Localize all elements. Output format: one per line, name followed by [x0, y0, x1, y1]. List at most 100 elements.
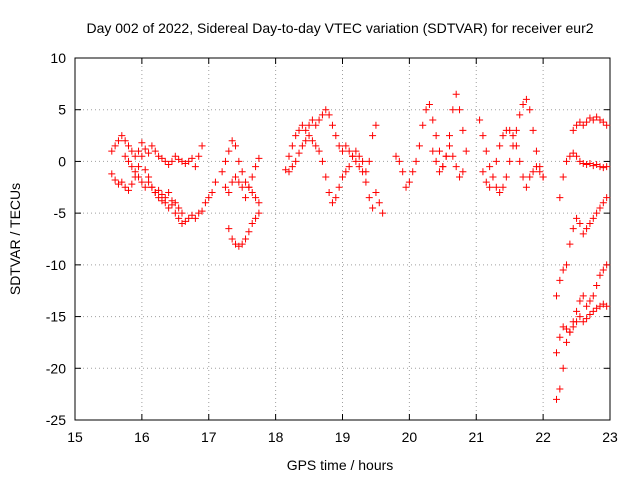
series-track-q: [553, 300, 611, 357]
data-point-marker: [596, 204, 604, 212]
data-point-marker: [235, 157, 243, 165]
x-tick-label: 21: [468, 429, 484, 445]
data-point-marker: [446, 142, 453, 150]
data-point-marker: [372, 188, 380, 196]
data-point-marker: [225, 225, 233, 233]
data-point-marker: [135, 173, 143, 181]
data-point-marker: [502, 173, 510, 181]
data-point-marker: [135, 147, 143, 155]
data-point-marker: [556, 276, 564, 284]
data-point-marker: [365, 157, 373, 165]
data-point-marker: [563, 157, 571, 165]
data-point-marker: [191, 163, 199, 171]
data-point-marker: [221, 183, 229, 191]
data-point-marker: [225, 188, 233, 196]
data-point-marker: [509, 132, 517, 140]
data-points: [108, 90, 611, 403]
data-point-marker: [506, 126, 514, 134]
data-point-marker: [339, 147, 346, 155]
data-point-marker: [195, 152, 203, 160]
data-point-marker: [305, 132, 313, 140]
data-point-marker: [512, 142, 520, 150]
data-point-marker: [603, 194, 611, 202]
y-tick-label: 10: [50, 50, 66, 66]
data-point-marker: [335, 142, 343, 150]
data-point-marker: [446, 132, 453, 140]
data-point-marker: [352, 157, 360, 165]
data-point-marker: [573, 307, 581, 315]
data-point-marker: [198, 142, 206, 150]
series-track-c: [121, 152, 186, 217]
data-point-marker: [288, 142, 296, 150]
data-point-marker: [242, 194, 250, 202]
data-point-marker: [516, 157, 524, 165]
data-point-marker: [165, 188, 173, 196]
data-point-marker: [121, 183, 129, 191]
data-point-marker: [563, 325, 571, 333]
data-point-marker: [593, 209, 601, 217]
data-point-marker: [579, 230, 587, 238]
data-point-marker: [325, 111, 333, 119]
data-point-marker: [539, 173, 547, 181]
data-point-marker: [369, 132, 377, 140]
data-point-marker: [155, 194, 163, 202]
data-point-marker: [573, 318, 581, 326]
data-point-marker: [519, 173, 527, 181]
data-point-marker: [175, 214, 183, 222]
data-point-marker: [308, 137, 316, 145]
data-point-marker: [255, 199, 263, 207]
data-point-marker: [599, 164, 607, 172]
x-tick-label: 22: [535, 429, 551, 445]
data-point-marker: [412, 157, 420, 165]
series-track-e: [218, 137, 263, 207]
series-track-p: [553, 261, 611, 403]
data-point-marker: [345, 147, 353, 155]
y-tick-label: -20: [46, 360, 66, 376]
data-point-marker: [573, 214, 581, 222]
data-point-marker: [255, 209, 263, 217]
data-point-marker: [208, 188, 216, 196]
data-point-marker: [298, 121, 306, 129]
data-point-marker: [298, 142, 306, 150]
data-point-marker: [566, 328, 574, 336]
data-point-marker: [529, 168, 537, 176]
data-point-marker: [318, 111, 326, 119]
data-point-marker: [242, 178, 250, 186]
data-point-marker: [556, 385, 564, 393]
data-point-marker: [158, 191, 166, 199]
data-point-marker: [553, 349, 560, 357]
data-point-marker: [171, 199, 179, 207]
data-point-marker: [138, 152, 146, 160]
data-point-marker: [462, 147, 470, 155]
series-track-i: [392, 90, 470, 191]
data-point-marker: [322, 106, 330, 114]
data-point-marker: [569, 126, 577, 134]
data-point-marker: [499, 132, 507, 140]
data-point-marker: [399, 168, 407, 176]
data-point-marker: [576, 313, 584, 321]
data-point-marker: [563, 338, 571, 346]
data-point-marker: [235, 178, 243, 186]
data-point-marker: [579, 159, 587, 167]
data-point-marker: [516, 111, 524, 119]
chart-title: Day 002 of 2022, Sidereal Day-to-day VTE…: [86, 20, 593, 36]
data-point-marker: [583, 315, 591, 323]
data-point-marker: [168, 157, 176, 165]
data-point-marker: [512, 126, 520, 134]
y-axis-ticks: 10 5 0 -5 -10 -15 -20 -25: [46, 50, 610, 428]
data-point-marker: [589, 214, 597, 222]
data-point-marker: [188, 154, 196, 162]
series-track-b: [108, 152, 219, 227]
data-point-marker: [252, 214, 260, 222]
data-point-marker: [158, 154, 166, 162]
data-point-marker: [135, 163, 143, 171]
data-point-marker: [322, 173, 330, 181]
x-axis-label: GPS time / hours: [287, 457, 394, 473]
data-point-marker: [145, 149, 153, 157]
data-point-marker: [419, 121, 427, 129]
data-point-marker: [248, 188, 256, 196]
data-point-marker: [569, 149, 577, 157]
data-point-marker: [573, 152, 581, 160]
grid-lines: [75, 58, 610, 420]
